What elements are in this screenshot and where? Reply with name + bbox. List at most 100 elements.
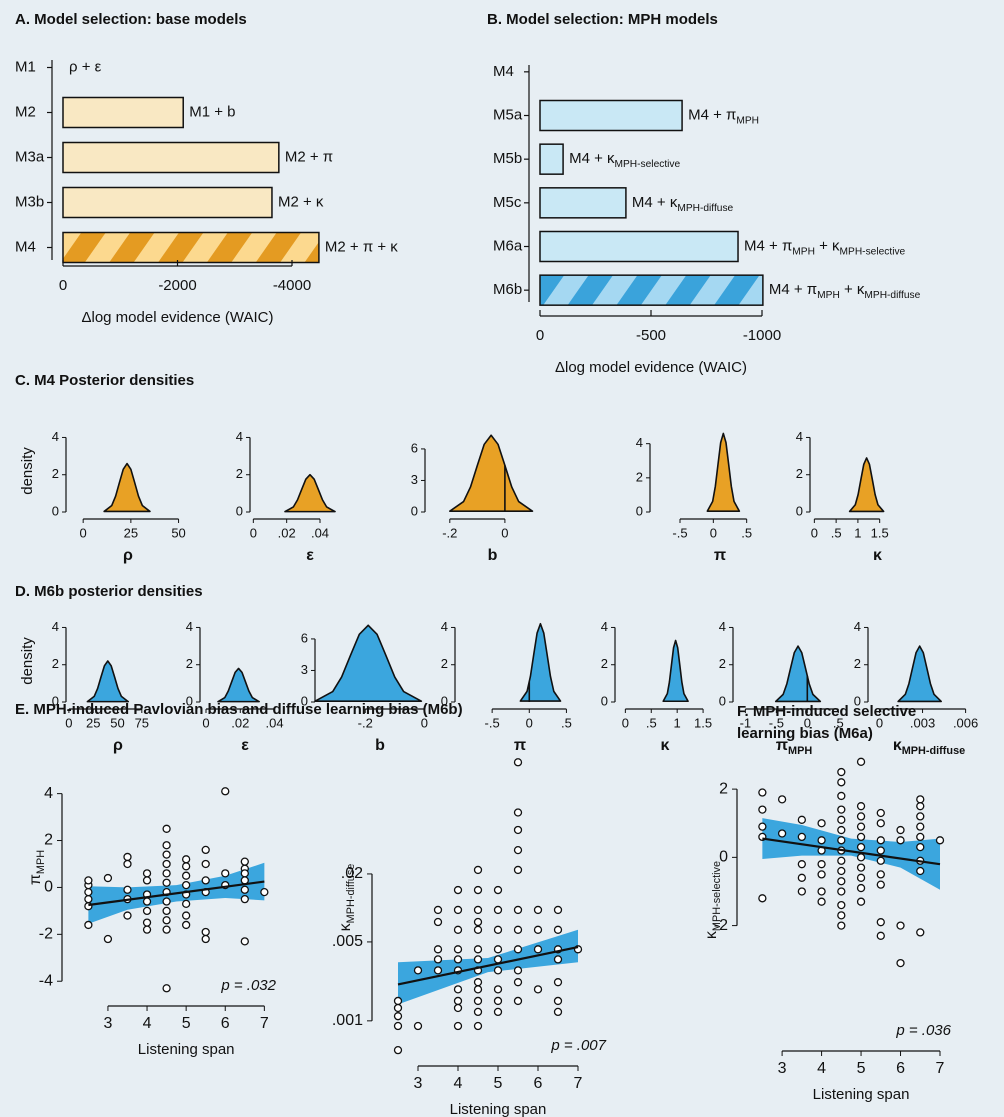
y-tick-label: 4: [796, 429, 803, 444]
x-axis-label: Δlog model evidence (WAIC): [555, 359, 747, 376]
data-point: [201, 927, 210, 937]
data-point: [240, 869, 249, 878]
y-tick-label: 0: [796, 503, 803, 518]
x-tick-label: 25: [86, 715, 100, 730]
y-tick-label: 2: [796, 466, 803, 481]
data-point: [453, 996, 463, 1006]
label-part: b: [488, 547, 498, 564]
density-area: [86, 660, 130, 703]
data-point: [817, 870, 826, 879]
label-part: M4 + π: [769, 281, 817, 298]
panel-title: B. Model selection: MPH models: [487, 11, 718, 28]
data-point: [876, 819, 885, 828]
x-axis-label: ρ: [123, 547, 133, 564]
x-tick-label: 0: [59, 277, 67, 294]
panel-title: D. M6b posterior densities: [15, 583, 203, 600]
data-point: [876, 880, 885, 889]
x-tick-label: 1.5: [694, 715, 712, 730]
label-part: π: [27, 874, 44, 885]
data-point: [181, 899, 191, 908]
label-part: M4 + π: [688, 106, 736, 123]
data-point: [84, 887, 93, 897]
data-point: [433, 905, 443, 915]
data-point: [856, 853, 866, 862]
y-tick-label: 0: [186, 693, 193, 708]
x-tick-label: 0: [202, 715, 209, 730]
x-tick-label: .04: [266, 715, 284, 730]
panel: κMPH-diffuse .001 .005 .02 3 4 5 6 7 Listening sp…: [332, 758, 607, 1117]
data-point: [221, 787, 230, 796]
data-point: [240, 937, 249, 946]
x-tick-label: 5: [494, 1075, 503, 1092]
data-point: [433, 917, 443, 927]
data-point: [856, 842, 866, 852]
label-part: ρ + ε: [69, 58, 102, 75]
data-point: [123, 911, 132, 920]
data-point: [856, 897, 866, 906]
y-axis-label: κMPH-selective: [703, 861, 723, 939]
data-point: [876, 836, 885, 845]
bar-annotation: M4 + πMPH + κMPH-diffuse: [769, 281, 921, 301]
x-tick-label: .5: [646, 715, 657, 730]
category-label: M5a: [493, 106, 523, 123]
category-label: M5c: [493, 194, 522, 211]
x-tick-label: .5: [741, 525, 752, 540]
y-tick-label: 0: [719, 693, 726, 708]
data-point: [856, 812, 866, 821]
x-tick-label: 50: [110, 715, 124, 730]
data-point: [916, 866, 925, 876]
x-axis-label: ε: [241, 737, 249, 754]
category-label: M3a: [15, 148, 45, 165]
x-tick-label: 75: [135, 715, 149, 730]
x-tick-label: 7: [574, 1075, 583, 1092]
x-tick-label: -1: [740, 715, 752, 730]
label-part: κ: [893, 737, 902, 754]
data-point: [181, 911, 191, 920]
bar: [539, 143, 564, 175]
data-point: [856, 873, 866, 882]
x-tick-label: 0: [421, 715, 428, 730]
fit-line: [88, 880, 265, 907]
data-point: [473, 945, 483, 954]
data-point: [513, 978, 523, 987]
data-point: [837, 767, 846, 777]
data-point: [142, 869, 152, 878]
x-tick-label: 0: [526, 715, 533, 730]
panel: C. M4 Posterior densities density 0 2 4 0 25 50…: [15, 372, 194, 564]
label-part: κ: [337, 922, 354, 931]
y-tick-label: 4: [186, 619, 193, 634]
label-part: M4 + κ: [632, 194, 678, 211]
density-area: [217, 667, 260, 703]
data-point: [837, 887, 846, 896]
y-tick-label: 2: [601, 656, 608, 671]
density-area: [774, 645, 822, 703]
data-point: [837, 836, 846, 845]
data-point: [837, 877, 846, 886]
y-tick-label: 2: [719, 780, 728, 797]
data-point: [513, 758, 523, 767]
data-point: [916, 928, 925, 937]
data-point: [935, 836, 945, 845]
y-tick-label: 2: [236, 466, 243, 481]
y-tick-label: 0: [854, 693, 861, 708]
data-point: [240, 895, 249, 904]
p-value: p = .032: [220, 977, 276, 994]
x-tick-label: 3: [778, 1060, 787, 1077]
subscript: MPH-diffuse: [902, 745, 965, 757]
data-point: [837, 856, 846, 865]
data-point: [797, 873, 806, 882]
x-tick-label: -4000: [273, 277, 311, 294]
density-area: [314, 624, 423, 702]
panel: B. Model selection: MPH models M4 M5a M4 + …: [487, 11, 921, 376]
x-tick-label: .006: [953, 715, 978, 730]
y-tick-label: 4: [601, 619, 608, 634]
data-point: [916, 812, 925, 821]
panel: 036-.2 0b: [411, 434, 534, 564]
x-tick-label: .02: [231, 715, 249, 730]
density-area: [897, 645, 942, 703]
data-point: [493, 885, 503, 895]
data-point: [473, 978, 483, 987]
data-point: [856, 822, 866, 831]
bar: [539, 187, 627, 219]
y-tick-label: 3: [301, 662, 308, 677]
